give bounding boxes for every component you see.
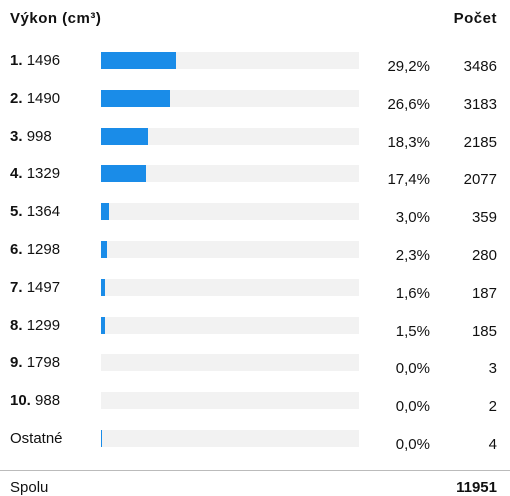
row-count: 3486 bbox=[463, 58, 497, 75]
row-share: 3,0% bbox=[395, 209, 430, 227]
bar-track bbox=[101, 278, 359, 296]
bar-track bbox=[101, 392, 359, 410]
row-rank: 2. bbox=[10, 89, 23, 107]
bar-track bbox=[101, 127, 359, 145]
row-label: Ostatné bbox=[10, 430, 63, 448]
row-share: 1,6% bbox=[395, 284, 430, 302]
divider bbox=[0, 470, 510, 471]
row-label: 6. 1298 bbox=[10, 241, 60, 259]
row-name: 1496 bbox=[26, 52, 61, 69]
row-share: 0,0% bbox=[395, 436, 430, 453]
bar bbox=[101, 278, 106, 296]
row-rank: 10. bbox=[10, 392, 31, 410]
bar-track bbox=[101, 354, 359, 372]
bar bbox=[101, 241, 108, 258]
header-count: Počet bbox=[453, 10, 497, 27]
row-share: 0,0% bbox=[395, 398, 430, 416]
row-share: 26,6% bbox=[387, 95, 430, 113]
bar-track bbox=[101, 165, 359, 183]
bar bbox=[101, 165, 146, 183]
row-name: Ostatné bbox=[10, 430, 63, 447]
row-rank: 4. bbox=[10, 165, 23, 183]
row-count: 3 bbox=[488, 360, 497, 378]
row-name: 1299 bbox=[26, 316, 61, 334]
row-name: 1497 bbox=[26, 278, 61, 296]
header-label: Výkon (cm³) bbox=[10, 10, 102, 27]
row-name: 1798 bbox=[26, 354, 61, 372]
row-rank: 8. bbox=[10, 316, 23, 334]
row-label: 3. 998 bbox=[10, 128, 52, 146]
row-share: 18,3% bbox=[387, 133, 430, 151]
row-label: 7. 1497 bbox=[10, 279, 60, 297]
bar-track bbox=[101, 52, 359, 69]
row-rank: 3. bbox=[10, 127, 23, 145]
row-rank: 6. bbox=[10, 241, 23, 258]
bar-track bbox=[101, 316, 359, 334]
row-label: 4. 1329 bbox=[10, 165, 60, 183]
row-share: 0,0% bbox=[395, 360, 430, 378]
bar bbox=[101, 127, 149, 145]
row-name: 1490 bbox=[26, 89, 61, 107]
bar bbox=[101, 52, 177, 69]
total-count: 11951 bbox=[456, 479, 497, 496]
row-name: 1329 bbox=[26, 165, 61, 183]
bar bbox=[101, 203, 109, 221]
row-count: 359 bbox=[471, 209, 497, 227]
row-count: 280 bbox=[471, 247, 497, 264]
row-share: 17,4% bbox=[387, 171, 430, 189]
row-share: 29,2% bbox=[387, 58, 430, 75]
row-name: 1298 bbox=[26, 241, 61, 258]
bar bbox=[101, 89, 170, 107]
row-rank: 9. bbox=[10, 354, 23, 372]
row-label: 9. 1798 bbox=[10, 354, 60, 372]
row-label: 1. 1496 bbox=[10, 52, 60, 70]
row-count: 187 bbox=[471, 284, 497, 302]
row-count: 185 bbox=[471, 322, 497, 340]
row-label: 2. 1490 bbox=[10, 90, 60, 108]
row-rank: 1. bbox=[10, 52, 23, 69]
bar-track bbox=[101, 241, 359, 258]
bar-track bbox=[101, 89, 359, 107]
row-label: 8. 1299 bbox=[10, 317, 60, 335]
row-rank: 5. bbox=[10, 203, 23, 221]
bar-track bbox=[101, 203, 359, 221]
row-label: 5. 1364 bbox=[10, 203, 60, 221]
row-label: 10. 988 bbox=[10, 392, 60, 410]
row-share: 1,5% bbox=[395, 322, 430, 340]
row-name: 998 bbox=[26, 127, 52, 145]
row-count: 4 bbox=[488, 436, 497, 453]
row-share: 2,3% bbox=[395, 247, 430, 264]
row-name: 1364 bbox=[26, 203, 61, 221]
bar-track bbox=[101, 430, 359, 447]
row-count: 3183 bbox=[463, 95, 497, 113]
row-rank: 7. bbox=[10, 278, 23, 296]
row-count: 2077 bbox=[463, 171, 497, 189]
row-name: 988 bbox=[35, 392, 61, 410]
total-label: Spolu bbox=[10, 479, 49, 496]
row-count: 2185 bbox=[463, 133, 497, 151]
bar bbox=[101, 316, 105, 334]
row-count: 2 bbox=[488, 398, 497, 416]
